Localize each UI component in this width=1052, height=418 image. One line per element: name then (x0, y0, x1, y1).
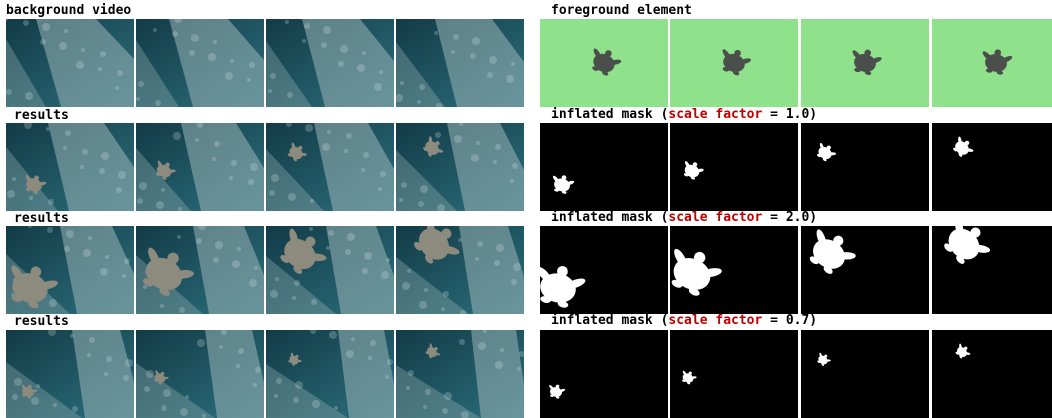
mask-frame-1-1 (540, 123, 668, 211)
mask-frame-2-4 (932, 226, 1052, 314)
result-frame-3-3 (266, 330, 394, 418)
foreground-frame-4 (932, 19, 1052, 107)
foreground-frame-1 (540, 19, 668, 107)
label-mask-2: inflated mask (scale factor = 2.0) (551, 210, 818, 225)
mask-frame-1-3 (801, 123, 929, 211)
mask-frame-2-1 (540, 226, 668, 314)
result-frame-2-4 (396, 226, 524, 314)
result-frame-1-2 (136, 123, 264, 211)
mask-frame-1-4 (932, 123, 1052, 211)
result-frame-1-4 (396, 123, 524, 211)
mask-frame-3-3 (801, 330, 929, 418)
result-frame-1-3 (266, 123, 394, 211)
label-scale-factor-3: scale factor (668, 313, 763, 328)
mask-frame-3-1 (540, 330, 668, 418)
result-frame-3-1 (6, 330, 134, 418)
mask-frame-2-2 (670, 226, 798, 314)
result-frame-1-1 (6, 123, 134, 211)
background-frame-0-1 (6, 19, 134, 107)
mask-frame-2-3 (801, 226, 929, 314)
foreground-frame-3 (801, 19, 929, 107)
result-frame-2-1 (6, 226, 134, 314)
result-frame-2-3 (266, 226, 394, 314)
label-results-3: results (14, 314, 69, 329)
label-scale-factor-1: scale factor (668, 107, 763, 122)
label-results-1: results (14, 108, 69, 123)
background-frame-0-4 (396, 19, 524, 107)
result-frame-3-4 (396, 330, 524, 418)
label-foreground-element: foreground element (551, 3, 692, 18)
mask-frame-3-2 (670, 330, 798, 418)
mask-frame-1-2 (670, 123, 798, 211)
label-scale-factor-2: scale factor (668, 210, 763, 225)
mask-frame-3-4 (932, 330, 1052, 418)
label-mask-1: inflated mask (scale factor = 1.0) (551, 107, 818, 122)
label-results-2: results (14, 211, 69, 226)
result-frame-3-2 (136, 330, 264, 418)
foreground-frame-2 (670, 19, 798, 107)
background-frame-0-2 (136, 19, 264, 107)
result-frame-2-2 (136, 226, 264, 314)
label-mask-3: inflated mask (scale factor = 0.7) (551, 313, 818, 328)
label-background-video: background video (6, 3, 132, 18)
background-frame-0-3 (266, 19, 394, 107)
